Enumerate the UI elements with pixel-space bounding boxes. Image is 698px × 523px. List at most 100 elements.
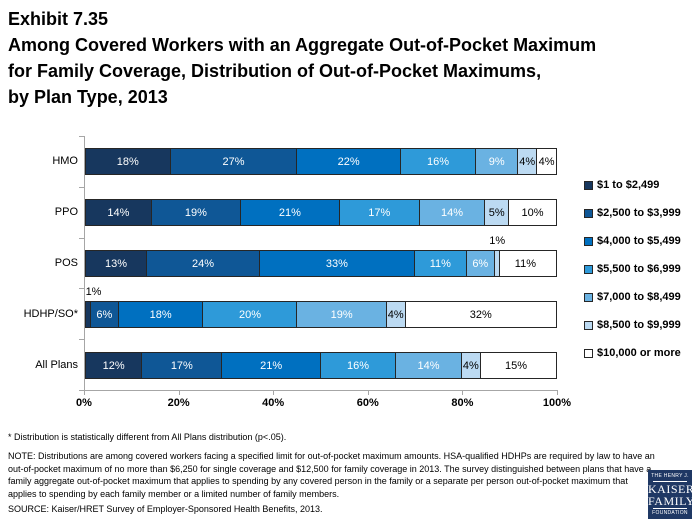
bar-segment: 27% [170, 149, 298, 174]
bar-segment: 9% [476, 149, 519, 174]
bar-segment: 12% [86, 353, 143, 378]
bar-track: 14% 19% 21% 17% 14% 5% 10% [85, 199, 557, 226]
legend-label: $8,500 to $9,999 [597, 319, 681, 331]
logo-text-top: THE HENRY J. [651, 473, 689, 479]
bar-segment: 15% [480, 353, 552, 378]
bar-track: 12% 17% 21% 16% 14% 4% 15% [85, 352, 557, 379]
x-tick-label: 40% [262, 397, 285, 409]
chart-row: 1% 6% 18% 20% 19% 4% 32% [85, 286, 557, 328]
category-label: HDHP/SO* [23, 308, 78, 320]
bar-segment: 21% [222, 353, 321, 378]
x-tick-label: 60% [356, 397, 379, 409]
x-axis-tick [84, 391, 85, 395]
legend-item: $8,500 to $9,999 [584, 311, 681, 339]
x-tick-label: 20% [167, 397, 190, 409]
legend: $1 to $2,499 $2,500 to $3,999 $4,000 to $5… [584, 171, 681, 367]
bar-segment: 18% [86, 149, 171, 174]
x-axis-tick [462, 391, 464, 395]
bar-segment: 6% [90, 302, 119, 327]
logo-text-foundation: FOUNDATION [652, 510, 688, 516]
legend-swatch-icon [584, 180, 593, 190]
bar-track: 18% 27% 22% 16% 9% 4% 4% [85, 148, 557, 175]
bar-segment: 13% [86, 251, 148, 276]
page-title: Exhibit 7.35 Among Covered Workers with … [8, 6, 596, 110]
category-label: All Plans [35, 359, 78, 371]
bar-segment: 32% [405, 302, 556, 327]
bar-segment-label: 1% [489, 235, 506, 247]
x-axis-tick [557, 391, 558, 395]
bar-segment: 11% [499, 251, 552, 276]
y-axis-tick [79, 288, 84, 290]
legend-swatch-icon [584, 264, 593, 274]
y-axis-tick [79, 186, 84, 188]
legend-item: $4,000 to $5,499 [584, 227, 681, 255]
bar-segment: 5% [485, 200, 509, 225]
chart-row: 13% 24% 33% 11% 6% 1% 11% [85, 235, 557, 277]
exhibit-number: Exhibit 7.35 [8, 9, 109, 29]
legend-label: $5,500 to $6,999 [597, 263, 681, 275]
footnote-note: NOTE: Distributions are among covered wo… [8, 451, 655, 499]
bar-segment: 18% [118, 302, 204, 327]
legend-label: $1 to $2,499 [597, 179, 660, 191]
bar-track: 13% 24% 33% 11% 6% 1% 11% [85, 235, 557, 277]
legend-label: $10,000 or more [597, 347, 681, 359]
legend-item: $7,000 to $8,499 [584, 283, 681, 311]
title-line: Among Covered Workers with an Aggregate … [8, 35, 597, 55]
bar-segment-label: 1% [85, 286, 102, 298]
y-axis-tick [79, 237, 84, 239]
x-axis-tick [273, 391, 275, 395]
legend-swatch-icon [584, 208, 593, 218]
x-tick-label: 100% [542, 397, 572, 409]
bar-segment: 4% [537, 149, 556, 174]
logo-divider [653, 508, 687, 509]
x-tick-label: 80% [451, 397, 474, 409]
legend-item: $5,500 to $6,999 [584, 255, 681, 283]
chart-row: 12% 17% 21% 16% 14% 4% 15% [85, 352, 557, 379]
y-axis-tick [79, 390, 84, 391]
x-axis-tick [178, 391, 180, 395]
kff-logo: THE HENRY J. KAISER FAMILY FOUNDATION [648, 470, 695, 519]
bar-segment: 20% [203, 302, 298, 327]
bar-segment: 4% [461, 353, 481, 378]
chart-row: 18% 27% 22% 16% 9% 4% 4% [85, 148, 557, 175]
bar-segment: 16% [320, 353, 397, 378]
logo-text-kaiser: KAISER [648, 482, 695, 496]
bar-segment: 33% [259, 251, 415, 276]
x-axis-tick [367, 391, 369, 395]
category-label: PPO [54, 206, 78, 218]
legend-item: $1 to $2,499 [584, 171, 681, 199]
legend-swatch-icon [584, 236, 593, 246]
logo-divider [653, 481, 687, 482]
bar-segment: 17% [142, 353, 223, 378]
logo-text-family: FAMILY [648, 494, 695, 508]
footnote-asterisk: * Distribution is statistically differen… [8, 432, 287, 442]
legend-label: $4,000 to $5,499 [597, 235, 681, 247]
legend-item: $2,500 to $3,999 [584, 199, 681, 227]
bar-segment: 10% [508, 200, 556, 225]
legend-swatch-icon [584, 320, 593, 330]
bar-segment: 24% [147, 251, 260, 276]
bar-segment: 4% [386, 302, 406, 327]
y-axis-line [84, 136, 85, 390]
bar-segment [494, 251, 500, 276]
bar-segment: 22% [297, 149, 401, 174]
bar-segment: 16% [400, 149, 477, 174]
bar-segment: 14% [419, 200, 486, 225]
bar-segment: 14% [396, 353, 462, 378]
chart-row: 14% 19% 21% 17% 14% 5% 10% [85, 199, 557, 226]
x-axis-line [84, 390, 558, 391]
bar-segment [86, 302, 91, 327]
x-tick-label: 0% [76, 397, 92, 409]
legend-item: $10,000 or more [584, 339, 681, 367]
legend-label: $7,000 to $8,499 [597, 291, 681, 303]
bar-segment: 19% [297, 302, 387, 327]
category-label: HMO [52, 155, 78, 167]
title-line: for Family Coverage, Distribution of Out… [8, 61, 542, 81]
bar-track: 1% 6% 18% 20% 19% 4% 32% [85, 286, 557, 328]
legend-swatch-icon [584, 292, 593, 302]
y-axis-tick [79, 339, 84, 341]
category-label: POS [54, 257, 78, 269]
title-line: by Plan Type, 2013 [8, 87, 168, 107]
bar-segment: 21% [241, 200, 340, 225]
